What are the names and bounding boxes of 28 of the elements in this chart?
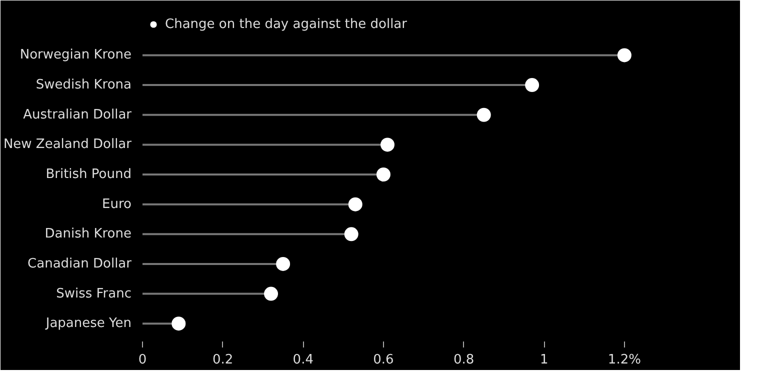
legend-label: Change on the day against the dollar [165,16,407,32]
x-tick-label: 0.4 [292,352,314,368]
y-tick-label: Australian Dollar [23,107,132,122]
y-tick-label: Canadian Dollar [28,256,132,272]
point [476,108,491,122]
point [380,138,394,152]
y-tick-label: British Pound [46,167,132,182]
x-tick-label: 1 [540,352,548,368]
point [348,197,362,212]
y-tick-label: Japanese Yen [44,316,132,332]
point [172,316,186,331]
y-tick-label: New Zealand Dollar [3,137,132,152]
point [376,168,390,182]
y-tick-label: Swedish Krona [36,78,132,93]
x-tick-label: 0.8 [453,352,474,368]
point [617,48,632,62]
point [264,286,278,301]
point [344,227,358,242]
point [525,78,540,92]
x-tick-label: 0.2 [212,352,234,368]
y-tick-label: Norwegian Krone [20,48,132,63]
x-tick-label: 0 [138,352,147,368]
x-tick-label: 0.6 [373,352,394,368]
point [276,256,290,271]
x-tick-label: 1.2% [608,352,641,368]
y-tick-label: Euro [102,196,132,212]
y-tick-label: Danish Krone [44,226,132,242]
y-tick-label: Swiss Franc [56,286,132,302]
